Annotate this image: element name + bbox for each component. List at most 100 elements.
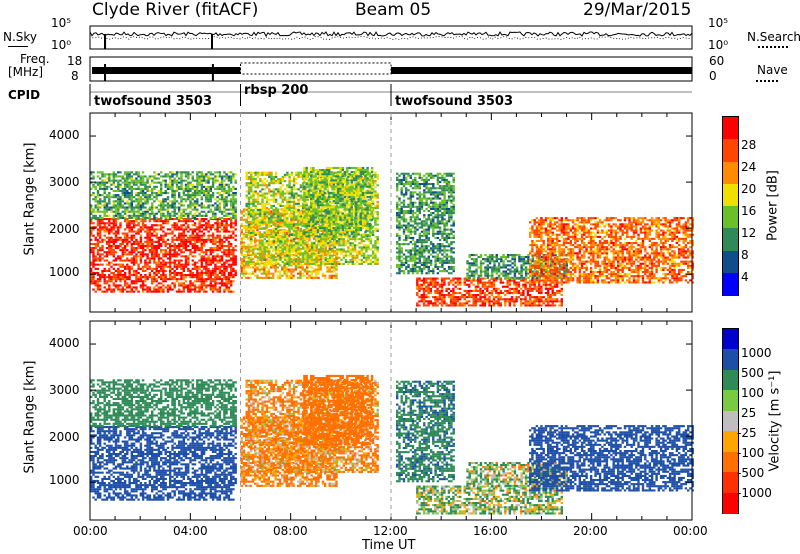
heatmap-cell — [268, 223, 271, 226]
heatmap-cell — [353, 204, 357, 207]
heatmap-cell — [112, 253, 115, 256]
heatmap-cell — [196, 179, 199, 182]
heatmap-cell — [342, 254, 345, 257]
heatmap-cell — [92, 194, 95, 197]
heatmap-cell — [162, 240, 165, 243]
heatmap-cell — [191, 228, 194, 231]
heatmap-cell — [180, 278, 183, 281]
heatmap-cell — [234, 220, 237, 223]
heatmap-cell — [155, 194, 158, 197]
heatmap-cell — [108, 181, 111, 184]
heatmap-cell — [209, 210, 212, 213]
heatmap-cell — [299, 175, 303, 178]
heatmap-cell — [148, 242, 152, 245]
heatmap-cell — [358, 221, 361, 224]
heatmap-cell — [175, 274, 179, 277]
heatmap-cell — [272, 258, 275, 261]
heatmap-cell — [141, 194, 145, 197]
heatmap-cell — [317, 250, 321, 253]
heatmap-cell — [202, 242, 206, 245]
heatmap-cell — [123, 196, 127, 199]
heatmap-cell — [322, 242, 325, 245]
heatmap-cell — [234, 224, 237, 227]
heatmap-cell — [268, 182, 271, 185]
heatmap-cell — [223, 269, 226, 272]
heatmap-cell — [216, 206, 219, 209]
heatmap-cell — [349, 184, 352, 187]
heatmap-cell — [123, 278, 127, 281]
heatmap-cell — [96, 238, 100, 241]
heatmap-cell — [281, 211, 284, 214]
heatmap-cell — [119, 206, 122, 209]
heatmap-cell — [193, 194, 197, 197]
heatmap-cell — [189, 196, 192, 199]
heatmap-cell — [137, 206, 140, 209]
heatmap-cell — [175, 183, 179, 186]
nsky-panel-frame — [89, 25, 693, 50]
heatmap-cell — [121, 238, 124, 241]
heatmap-cell — [99, 194, 102, 197]
heatmap-cell — [182, 210, 185, 213]
heatmap-cell — [317, 240, 321, 243]
heatmap-cell — [299, 240, 303, 243]
heatmap-cell — [308, 215, 312, 218]
heatmap-cell — [209, 218, 212, 221]
heatmap-cell — [135, 230, 138, 233]
heatmap-cell — [130, 238, 133, 241]
heatmap-cell — [128, 228, 131, 231]
heatmap-cell — [198, 230, 201, 233]
heatmap-cell — [90, 280, 93, 283]
heatmap-cell — [209, 278, 212, 281]
heatmap-cell — [263, 171, 266, 174]
heatmap-cell — [356, 173, 359, 176]
heatmap-cell — [207, 236, 210, 239]
heatmap-cell — [333, 274, 336, 277]
heatmap-cell — [202, 179, 206, 182]
heatmap-cell — [171, 179, 174, 182]
heatmap-cell — [92, 210, 95, 213]
heatmap-cell — [135, 200, 138, 203]
heatmap-cell — [108, 228, 111, 231]
heatmap-cell — [137, 240, 140, 243]
heatmap-cell — [256, 192, 260, 195]
heatmap-cell — [90, 232, 93, 235]
heatmap-cell — [132, 249, 136, 252]
heatmap-cell — [114, 276, 118, 279]
heatmap-cell — [296, 210, 300, 213]
heatmap-cell — [128, 206, 131, 209]
heatmap-cell — [297, 209, 300, 212]
heatmap-cell — [256, 268, 259, 271]
heatmap-cell — [214, 171, 217, 174]
heatmap-cell — [151, 228, 154, 231]
heatmap-cell — [90, 263, 93, 266]
heatmap-cell — [245, 256, 248, 259]
heatmap-cell — [259, 242, 262, 245]
cpid-label: CPID — [8, 88, 41, 102]
heatmap-cell — [193, 224, 197, 227]
heatmap-cell — [360, 240, 363, 243]
heatmap-cell — [121, 200, 124, 203]
heatmap-cell — [232, 194, 235, 197]
heatmap-cell — [249, 220, 252, 223]
heatmap-cell — [220, 265, 224, 268]
heatmap-cell — [187, 255, 190, 258]
heatmap-cell — [232, 274, 235, 277]
heatmap-cell — [286, 225, 289, 228]
heatmap-cell — [287, 239, 291, 242]
heatmap-cell — [216, 224, 219, 227]
heatmap-cell — [162, 288, 165, 291]
heatmap-cell — [360, 233, 363, 236]
heatmap-cell — [295, 248, 298, 251]
heatmap-cell — [211, 212, 215, 215]
heatmap-cell — [157, 218, 161, 221]
heatmap-cell — [301, 264, 304, 267]
heatmap-cell — [117, 179, 120, 182]
heatmap-cell — [240, 272, 243, 275]
heatmap-cell — [178, 216, 181, 219]
heatmap-cell — [265, 202, 269, 205]
heatmap-cell — [110, 240, 113, 243]
heatmap-cell — [166, 284, 170, 287]
heatmap-cell — [310, 227, 313, 230]
heatmap-cell — [277, 188, 280, 191]
heatmap-cell — [160, 234, 163, 237]
